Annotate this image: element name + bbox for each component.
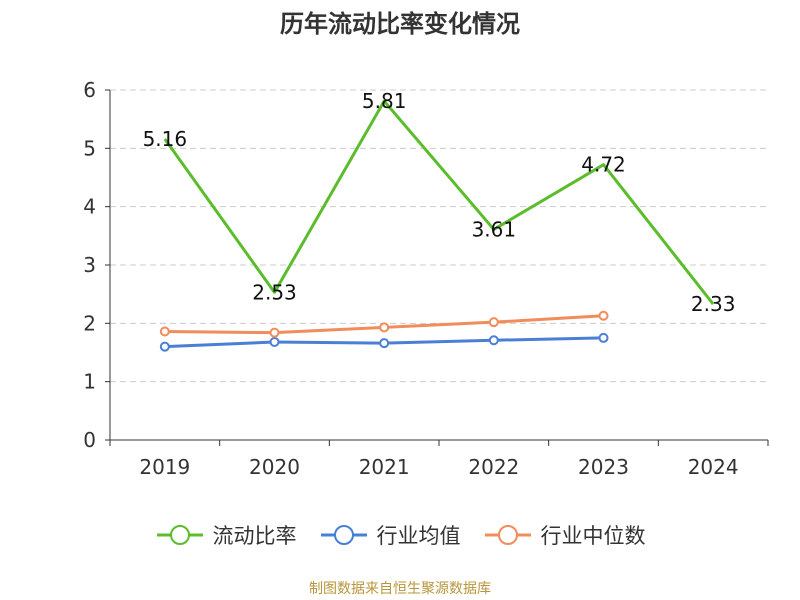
x-tick-label: 2021 xyxy=(359,455,410,479)
y-tick-label: 2 xyxy=(83,311,96,335)
legend-item-industry-average[interactable]: 行业均值 xyxy=(319,520,461,550)
y-tick-label: 6 xyxy=(83,78,96,102)
data-point xyxy=(488,317,499,328)
data-point xyxy=(159,341,170,352)
data-label: 5.81 xyxy=(362,89,407,113)
y-tick-label: 0 xyxy=(83,428,96,452)
legend: 流动比率 行业均值 行业中位数 xyxy=(0,520,800,550)
x-tick-label: 2024 xyxy=(688,455,739,479)
y-tick-label: 4 xyxy=(83,195,96,219)
series-line xyxy=(163,99,715,306)
x-tick-label: 2022 xyxy=(468,455,519,479)
data-label-layer: 5.16 2.53 5.81 3.61 4.72 2.33 xyxy=(143,89,736,316)
data-label: 5.16 xyxy=(143,127,188,151)
legend-line-circle-icon xyxy=(156,525,203,545)
data-point xyxy=(379,338,390,349)
x-tick-label: 2019 xyxy=(139,455,190,479)
data-label: 4.72 xyxy=(581,153,626,177)
legend-item-industry-median[interactable]: 行业中位数 xyxy=(483,520,646,550)
y-tick-label: 5 xyxy=(83,136,96,160)
data-point xyxy=(269,327,280,338)
data-label: 2.53 xyxy=(252,280,297,304)
x-tick-label: 2020 xyxy=(249,455,300,479)
data-point xyxy=(269,337,280,347)
legend-item-current-ratio[interactable]: 流动比率 xyxy=(155,520,297,550)
data-point xyxy=(379,322,390,333)
x-tick-label: 2023 xyxy=(578,455,629,479)
legend-label: 流动比率 xyxy=(212,524,297,548)
legend-label: 行业中位数 xyxy=(540,524,646,548)
source-footer: 制图数据来自恒生聚源数据库 xyxy=(309,581,491,597)
chart-title: 历年流动比率变化情况 xyxy=(280,10,520,38)
y-tick-label: 1 xyxy=(83,370,96,394)
legend-line-circle-icon xyxy=(320,525,367,545)
series-layer xyxy=(159,99,715,352)
data-point xyxy=(598,332,609,343)
data-point xyxy=(598,310,609,321)
axis-layer: 0 1 2 3 4 5 6 2019 2020 2021 2022 2023 2024 xyxy=(83,78,769,479)
data-label: 3.61 xyxy=(472,217,517,241)
legend-label: 行业均值 xyxy=(376,524,461,548)
grid-layer xyxy=(110,89,768,383)
data-point xyxy=(488,335,499,346)
data-label: 2.33 xyxy=(691,292,736,316)
legend-line-circle-icon xyxy=(484,525,531,545)
data-point xyxy=(159,326,170,337)
y-tick-label: 3 xyxy=(83,253,96,277)
